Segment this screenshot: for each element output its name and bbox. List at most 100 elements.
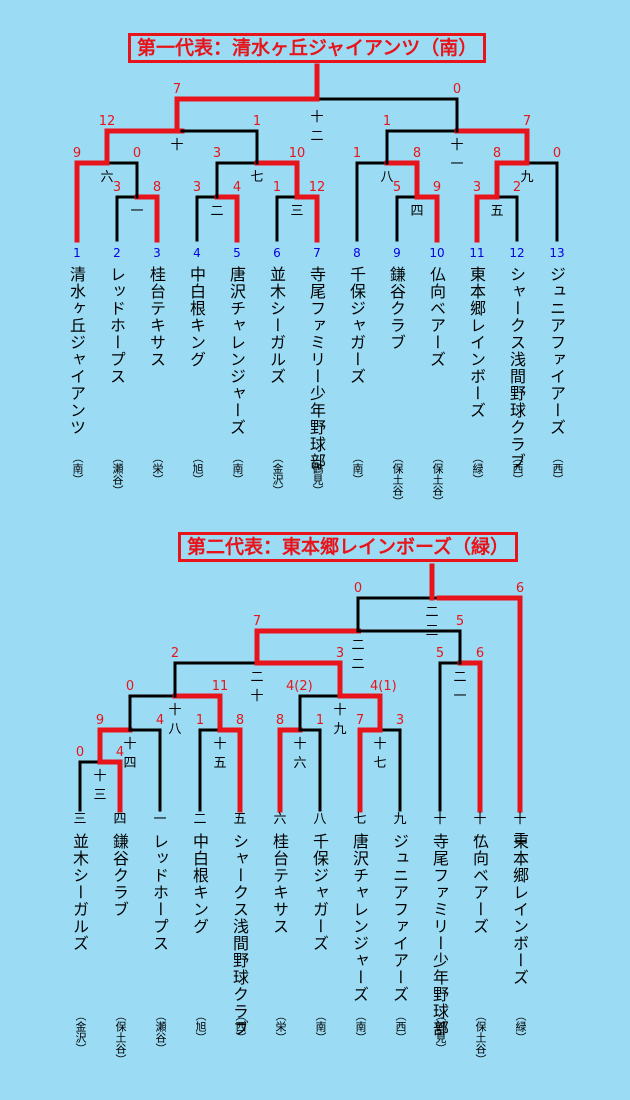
team-name: 寺尾ファミリー少年野球部: [430, 833, 449, 1037]
team-district: （保土谷）: [431, 452, 444, 507]
match-score: 0: [132, 146, 142, 161]
team-district: （南）: [354, 1010, 367, 1043]
match-score: 3: [335, 646, 345, 661]
team-slot: 九: [393, 812, 407, 827]
match-score: 7: [252, 614, 262, 629]
match-score: 1: [195, 713, 205, 728]
team-name: 並木シーガルズ: [70, 833, 89, 952]
team-slot: 八: [313, 812, 327, 827]
match-score: 6: [475, 646, 485, 661]
match-score: 9: [72, 146, 82, 161]
match-number: 三: [290, 204, 304, 219]
match-score: 0: [75, 745, 85, 760]
match-score: 4(1): [370, 679, 397, 694]
match-score: 3: [472, 180, 482, 195]
team-name: 唐沢チャレンジャーズ: [227, 266, 246, 436]
match-score: 9: [95, 713, 105, 728]
team-slot: 三: [73, 812, 87, 827]
team-seed: 11: [469, 246, 485, 260]
match-score: 5: [455, 614, 465, 629]
match-score: 9: [432, 180, 442, 195]
match-score: 0: [552, 146, 562, 161]
team-name: ジュニアファイアーズ: [390, 833, 409, 1003]
team-slot: 六: [273, 812, 287, 827]
team-district: （保土谷）: [474, 1010, 487, 1065]
match-score: 0: [353, 581, 363, 596]
match-score: 4(2): [286, 679, 313, 694]
team-name: 中白根キング: [187, 266, 206, 368]
match-score: 1: [315, 713, 325, 728]
match-number: 十九: [333, 703, 347, 737]
team-slot: 一: [153, 812, 167, 827]
match-score: 8: [235, 713, 245, 728]
team-district: （瀬谷）: [111, 452, 124, 496]
team-slot: 四: [113, 812, 127, 827]
match-number: 十三: [93, 769, 107, 803]
team-seed: 6: [273, 246, 281, 260]
team-name: 清水ヶ丘ジャイアンツ: [67, 266, 86, 436]
team-district: （南）: [231, 452, 244, 485]
team-seed: 2: [113, 246, 121, 260]
team-district: （金沢）: [271, 452, 284, 496]
team-seed: 9: [393, 246, 401, 260]
team-district: （瀬谷）: [154, 1010, 167, 1054]
match-score: 3: [112, 180, 122, 195]
team-district: （栄）: [151, 452, 164, 485]
match-number: 八: [380, 170, 394, 185]
team-name: 桂台テキサス: [270, 833, 289, 935]
match-score: 7: [172, 82, 182, 97]
match-score: 2: [512, 180, 522, 195]
team-seed: 12: [509, 246, 525, 260]
match-number: 十六: [293, 737, 307, 771]
match-score: 3: [395, 713, 405, 728]
team-district: （鶴見）: [311, 452, 324, 496]
match-score: 5: [435, 646, 445, 661]
team-slot: 二: [193, 812, 207, 827]
team-district: （西）: [394, 1010, 407, 1043]
match-score: 7: [355, 713, 365, 728]
team-seed: 10: [429, 246, 445, 260]
section2-title: 第二代表：東本郷レインボーズ（緑）: [178, 532, 519, 562]
team-name: シャークス浅間野球クラブ: [230, 833, 249, 1037]
team-district: （保土谷）: [391, 452, 404, 507]
team-slot: 五: [233, 812, 247, 827]
team-district: （栄）: [274, 1010, 287, 1043]
team-slot: 十: [433, 812, 447, 827]
team-district: （保土谷）: [114, 1010, 127, 1065]
team-name: 千保ジャガーズ: [310, 833, 329, 952]
match-score: 4: [115, 745, 125, 760]
match-number: 二二: [351, 638, 365, 672]
match-number: 十四: [123, 737, 137, 771]
team-district: （西）: [511, 452, 524, 485]
match-score: 0: [125, 679, 135, 694]
match-score: 2: [170, 646, 180, 661]
match-score: 3: [192, 180, 202, 195]
team-seed: 4: [193, 246, 201, 260]
team-seed: 1: [73, 246, 81, 260]
team-district: （西）: [234, 1010, 247, 1043]
team-slot: 十二: [513, 812, 527, 846]
team-slot: 十一: [473, 812, 487, 846]
match-score: 10: [288, 146, 306, 161]
team-district: （南）: [71, 452, 84, 485]
match-number: 二十: [250, 670, 264, 704]
match-number: 一: [130, 204, 144, 219]
team-name: 唐沢チャレンジャーズ: [350, 833, 369, 1003]
team-name: 鎌谷クラブ: [387, 266, 406, 351]
match-score: 8: [412, 146, 422, 161]
team-district: （旭）: [194, 1010, 207, 1043]
match-score: 0: [452, 82, 462, 97]
match-score: 4: [155, 713, 165, 728]
match-number: 十: [170, 138, 184, 153]
match-score: 7: [522, 114, 532, 129]
team-name: 千保ジャガーズ: [347, 266, 366, 385]
match-number: 七: [250, 170, 264, 185]
match-number: 五: [490, 204, 504, 219]
match-number: 二一: [453, 670, 467, 704]
match-score: 1: [382, 114, 392, 129]
match-score: 8: [275, 713, 285, 728]
match-score: 12: [98, 114, 116, 129]
match-score: 1: [272, 180, 282, 195]
team-name: 東本郷レインボーズ: [467, 266, 486, 419]
